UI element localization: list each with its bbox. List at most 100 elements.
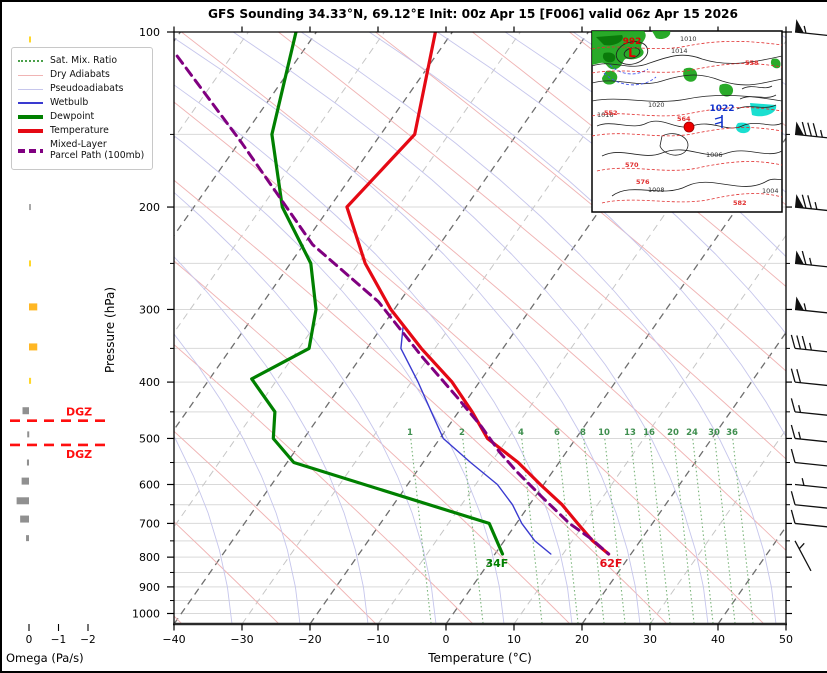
mixing-ratio-label: 8 — [580, 428, 586, 438]
wind-barb — [794, 250, 827, 268]
map-blue-contour — [609, 64, 649, 75]
pseudoadiabat — [174, 84, 573, 624]
map-thickness-contour — [592, 63, 782, 74]
omega-bar — [26, 459, 29, 466]
temp-tick-label: 10 — [507, 633, 521, 646]
barb-half-icon — [798, 542, 805, 550]
mixing-ratio-label: 6 — [554, 428, 560, 438]
wind-barb — [790, 368, 827, 387]
barb-pennant-icon — [795, 250, 804, 265]
omega-tick-label: 0 — [26, 634, 33, 646]
legend: Sat. Mix. Ratio Dry Adiabats Pseudoadiab… — [11, 47, 153, 170]
precip-shading-heavy — [602, 52, 616, 63]
wind-barb — [794, 478, 827, 489]
barb-half-icon — [798, 405, 802, 413]
wind-barb — [794, 194, 827, 212]
temp-tick-label: −30 — [230, 633, 253, 646]
isotherm — [241, 32, 657, 624]
map-thickness-contour — [596, 161, 782, 172]
barb-pennant-icon — [795, 19, 804, 33]
pressure-tick-label: 200 — [139, 201, 160, 214]
pseudoadiabat-lines — [174, 32, 786, 624]
map-contour — [611, 178, 782, 197]
dry-adiabat — [174, 430, 377, 624]
barb-half-icon — [801, 478, 805, 486]
pseudoadiabat — [174, 191, 437, 624]
wind-barb — [794, 296, 827, 314]
pseudoadiabat — [174, 37, 641, 624]
legend-item-label: Dewpoint — [50, 110, 95, 122]
dewpoint-swatch-icon — [18, 115, 43, 120]
barb-full-icon — [790, 334, 796, 349]
mixing-ratio-line — [673, 438, 695, 624]
precip-shading — [719, 83, 734, 97]
barb-full-icon — [790, 448, 796, 463]
temp-tick-label: −10 — [366, 633, 389, 646]
omega-bar — [29, 36, 31, 43]
barb-full-icon — [790, 491, 796, 505]
low-pressure-symbol: L — [628, 46, 636, 60]
wind-barb — [790, 334, 827, 353]
mixing-ratio-lines — [410, 438, 754, 624]
barb-full-icon — [790, 368, 796, 383]
barb-half-icon — [814, 201, 818, 210]
legend-item: Sat. Mix. Ratio — [18, 55, 146, 67]
mixing-ratio-label: 16 — [643, 428, 655, 438]
wind-barb — [790, 491, 827, 509]
omega-bar — [26, 535, 29, 542]
omega-bar — [29, 260, 31, 267]
pressure-tick-label: 600 — [139, 478, 160, 491]
legend-item-label: Wetbulb — [50, 96, 89, 108]
mixing-ratio-line — [630, 438, 652, 624]
map-thickness-label: 552 — [604, 109, 618, 117]
dewpoint-line — [250, 32, 505, 556]
dry-adiabat — [174, 260, 571, 624]
wetbulb-swatch-icon — [18, 102, 43, 105]
mixing-ratio-line — [649, 438, 671, 624]
barb-full-icon — [807, 122, 813, 137]
temp-tick-label: 20 — [575, 633, 589, 646]
mixing-ratio-label: 24 — [686, 428, 698, 438]
pressure-tick-label: 700 — [139, 517, 160, 530]
pressure-tick-label: 500 — [139, 432, 160, 445]
temp-tick-label: 50 — [779, 633, 793, 646]
mixing-ratio-line — [692, 438, 714, 624]
legend-item: Mixed-Layer Parcel Path (100mb) — [18, 139, 146, 162]
mixed-layer-parcel-path-100mb--line — [175, 54, 611, 556]
pseudoadiabat — [776, 32, 786, 39]
omega-bar — [27, 431, 30, 438]
precip-shading — [652, 31, 671, 40]
barb-pennant-icon — [795, 296, 804, 311]
dry-adiabats-swatch-icon — [18, 74, 43, 76]
map-contour — [739, 94, 777, 100]
pseudoadiabat — [174, 256, 369, 624]
isotherm — [174, 32, 249, 140]
legend-item: Pseudoadiabats — [18, 83, 146, 95]
sounding-lines — [175, 32, 611, 556]
map-thickness-label: 570 — [625, 161, 639, 169]
temperature-swatch-icon — [18, 129, 43, 134]
wind-barb — [794, 19, 827, 37]
mixing-ratio-label: 36 — [726, 428, 738, 438]
temp-tick-label: −40 — [162, 633, 185, 646]
map-contour — [741, 85, 773, 90]
omega-bar — [29, 377, 32, 384]
surface-dewpoint-label: 34F — [486, 557, 509, 570]
barb-half-icon — [809, 342, 813, 351]
legend-item: Wetbulb — [18, 96, 146, 109]
legend-item-label: Dry Adiabats — [50, 68, 110, 80]
barb-full-icon — [796, 369, 802, 383]
map-thickness-contour — [592, 107, 782, 117]
barb-full-icon — [801, 194, 807, 209]
inset-map-content: 1010 1014 1016 1020 1006 1008 1004 558 552 564 570… — [592, 31, 782, 207]
map-contour — [659, 133, 689, 156]
dry-adiabat — [278, 32, 786, 460]
map-contour-label: 1008 — [648, 186, 665, 194]
omega-bar — [29, 303, 38, 311]
wetbulb-line — [400, 325, 552, 555]
map-contour-label: 1020 — [648, 101, 665, 109]
isotherm — [174, 32, 317, 237]
isotherm — [174, 32, 453, 431]
temp-tick-label: 40 — [711, 633, 725, 646]
